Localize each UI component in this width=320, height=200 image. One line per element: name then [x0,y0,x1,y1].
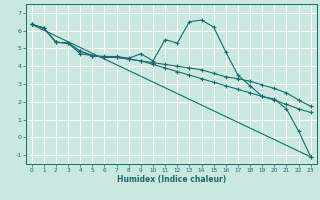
X-axis label: Humidex (Indice chaleur): Humidex (Indice chaleur) [116,175,226,184]
